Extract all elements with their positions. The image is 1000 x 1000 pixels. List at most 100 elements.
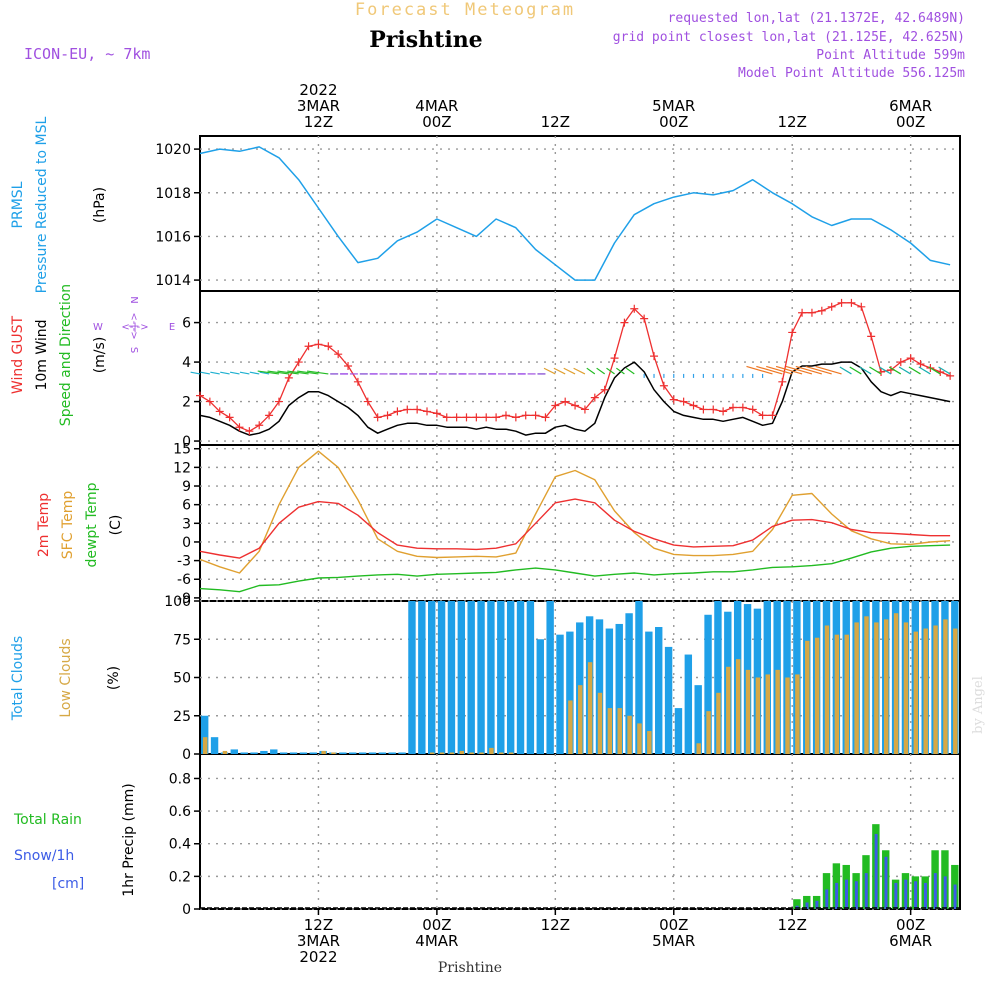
gust-marker (600, 385, 609, 394)
low-cloud-bar (805, 640, 810, 754)
low-cloud-bar (469, 752, 474, 754)
axes-layer: 10141016101810200246-9-6-303691215025507… (155, 135, 961, 918)
wind-direction-arrow (297, 370, 319, 375)
gust-marker (393, 407, 402, 416)
top-time-label: 5MAR (652, 97, 695, 115)
total-cloud-bar (250, 752, 258, 754)
gust-marker (541, 413, 550, 422)
snow-bar (874, 833, 878, 909)
total-cloud-bar (477, 601, 485, 754)
low-cloud-bar (489, 747, 494, 754)
clouds-ytick-label: 100 (164, 594, 191, 610)
total-cloud-bar (645, 631, 653, 754)
low-cloud-bar (795, 674, 800, 754)
cloud-label: Low Clouds (58, 638, 74, 717)
wind-direction-arrow (259, 371, 270, 375)
requested-location: requested lon,lat (21.1372E, 42.6489N) (668, 11, 965, 26)
wind-ytick-label: 6 (182, 316, 191, 332)
wind-direction-arrow (879, 366, 892, 375)
wind-label: Speed and Direction (58, 284, 74, 426)
top-time-label: 2022 (299, 81, 337, 99)
low-cloud-bar (933, 625, 938, 754)
snow-bar (943, 876, 947, 909)
gust-marker (689, 401, 698, 410)
total-cloud-bar (358, 752, 367, 754)
temperature-ytick-label: 12 (173, 460, 191, 476)
compass-south: S (128, 347, 139, 353)
gust-marker (817, 306, 826, 315)
low-cloud-bar (893, 613, 899, 754)
point-altitude: Point Altitude 599m (816, 48, 965, 63)
gust-marker (423, 407, 432, 416)
low-cloud-bar (627, 715, 632, 754)
low-cloud-bar (903, 622, 909, 754)
watermark: by Angel (971, 676, 986, 734)
gust-marker (659, 381, 668, 390)
wind-direction-arrow (785, 365, 813, 375)
bottom-time-label: 6MAR (889, 932, 932, 950)
gust-marker (610, 354, 619, 363)
snow-bar (845, 879, 848, 909)
clouds-ytick-label: 75 (173, 632, 191, 648)
top-time-label: 00Z (422, 113, 451, 131)
total-cloud-bar (279, 752, 288, 754)
low-cloud-bar (706, 711, 711, 754)
low-cloud-bar (943, 619, 948, 754)
low-cloud-bar (874, 622, 879, 754)
low-cloud-bar (587, 662, 593, 754)
gust-marker (363, 397, 372, 406)
total-cloud-bar (240, 752, 248, 754)
gust-marker (580, 405, 589, 414)
temperature-ytick-label: 9 (182, 479, 191, 495)
wind-label: Wind GUST (10, 315, 26, 394)
gust-marker (304, 342, 313, 351)
gust-marker (719, 407, 728, 416)
temp-label: 2m Temp (36, 493, 52, 557)
wind-direction-arrow (805, 365, 832, 375)
wind-ytick-label: 0 (182, 434, 191, 450)
gust-marker (699, 405, 708, 414)
total-cloud-bar (388, 752, 396, 754)
total-cloud-bar (398, 752, 406, 754)
low-cloud-bar (824, 625, 830, 754)
wind-direction-arrow (200, 371, 210, 375)
low-cloud-bar (913, 631, 919, 754)
total-cloud-bar (457, 601, 466, 754)
gust-marker (294, 358, 303, 367)
wind-direction-arrow (229, 371, 240, 375)
gust-marker (748, 405, 757, 414)
pressure-label: PRMSL (10, 181, 26, 228)
pressure-ytick-label: 1020 (155, 142, 191, 158)
dewpoint-line (199, 544, 951, 593)
gust-marker (946, 371, 955, 380)
temp-label: SFC Temp (60, 491, 76, 560)
total-cloud-bar (368, 752, 377, 754)
compass-arrows-vertical: <-|-> (128, 312, 139, 339)
top-time-label: 00Z (659, 113, 688, 131)
wind-direction-arrow (888, 366, 902, 375)
prmsl-line (199, 146, 951, 281)
total-cloud-bar (408, 601, 416, 754)
wind-direction-arrow (616, 367, 625, 375)
total-cloud-bar (704, 614, 712, 754)
gust-marker (324, 342, 333, 351)
wind-ytick-label: 4 (182, 355, 191, 371)
gust-marker (205, 397, 214, 406)
pressure-label: (hPa) (92, 187, 108, 223)
snow-bar (953, 884, 957, 909)
gust-marker (284, 373, 293, 382)
top-time-label: 12Z (778, 113, 807, 131)
low-cloud-bar (637, 723, 642, 754)
low-cloud-bar (696, 743, 701, 754)
total-cloud-bar (270, 749, 278, 754)
gust-marker (728, 403, 737, 412)
total-cloud-bar (437, 601, 446, 754)
total-cloud-bar (339, 752, 347, 754)
wind-direction-arrow (839, 366, 852, 375)
wind-direction-arrow (859, 366, 872, 375)
total-cloud-bar (487, 601, 495, 754)
wind-direction-arrow (795, 365, 822, 375)
low-cloud-bar (508, 752, 514, 754)
gust-marker (255, 421, 264, 430)
gust-marker (274, 397, 283, 406)
